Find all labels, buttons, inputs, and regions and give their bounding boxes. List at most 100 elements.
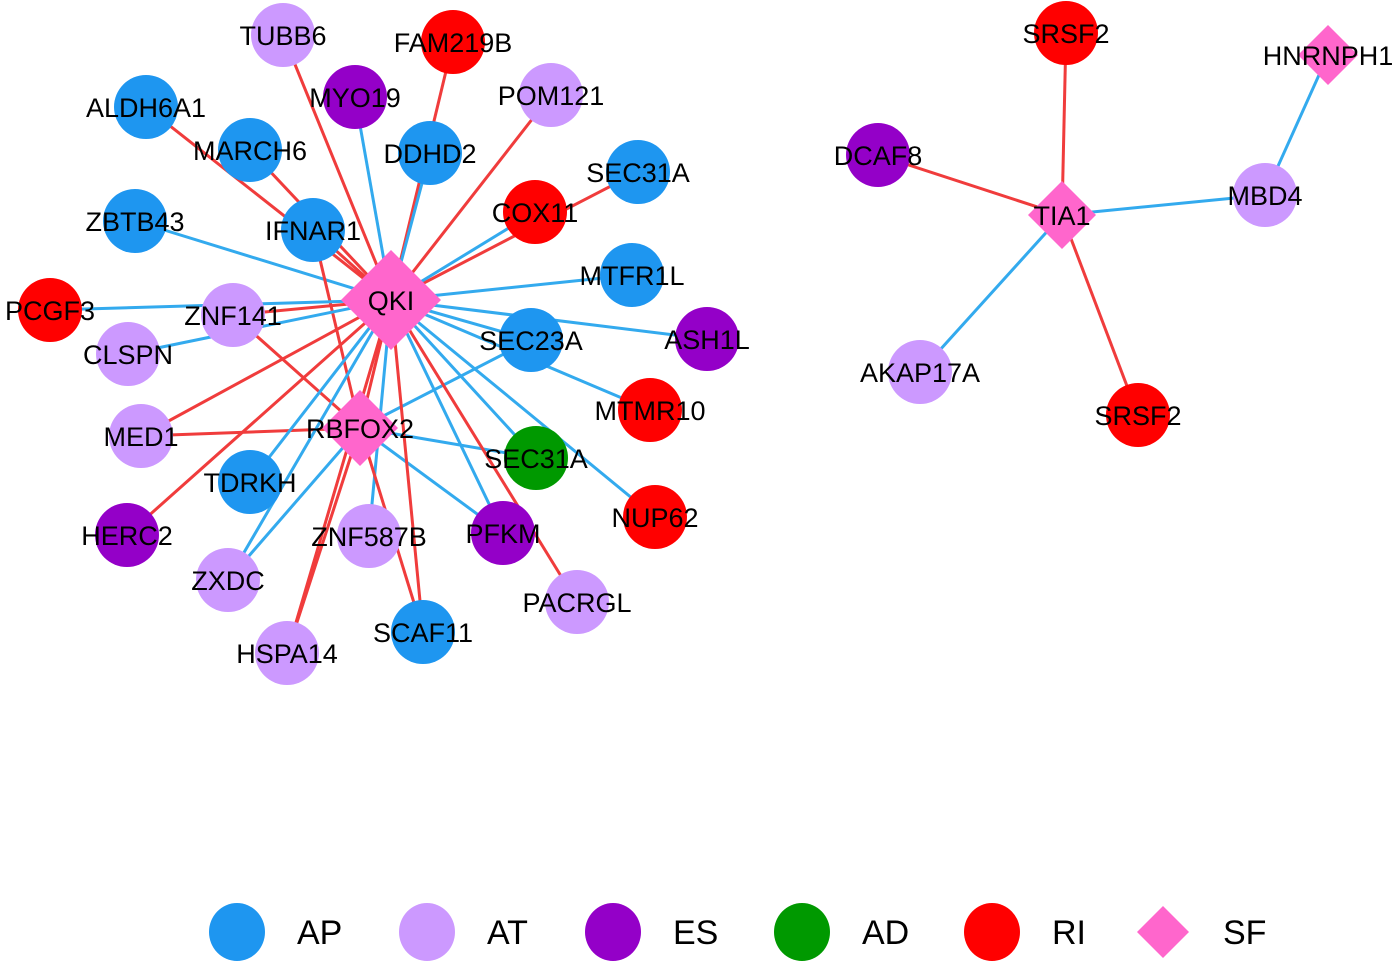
legend-diamond-swatch bbox=[1137, 906, 1189, 958]
legend-item-es: ES bbox=[585, 903, 718, 961]
node-myo19[interactable] bbox=[323, 65, 387, 129]
node-label: TIA1 bbox=[1033, 201, 1090, 231]
node-label: IFNAR1 bbox=[265, 216, 361, 246]
circle-node-shape bbox=[218, 450, 282, 514]
edge-zxdc-rbfox2 bbox=[226, 427, 362, 581]
diamond-node-shape bbox=[1298, 25, 1358, 85]
node-march6[interactable] bbox=[218, 118, 282, 182]
edge-hspa14-rbfox2 bbox=[285, 427, 362, 654]
node-label: RBFOX2 bbox=[306, 414, 414, 444]
edge-mbd4-tia1 bbox=[1061, 193, 1266, 217]
circle-node-shape bbox=[504, 426, 568, 490]
node-mbd4[interactable] bbox=[1233, 163, 1297, 227]
node-tubb6[interactable] bbox=[251, 3, 315, 67]
node-label: ZNF587B bbox=[311, 522, 427, 552]
legend-item-at: AT bbox=[399, 903, 528, 961]
node-label: TUBB6 bbox=[239, 21, 326, 51]
circle-node-shape bbox=[675, 307, 739, 371]
diamond-node-shape bbox=[341, 250, 441, 350]
node-label: SEC31A bbox=[484, 444, 588, 474]
node-zxdc[interactable] bbox=[196, 548, 260, 612]
circle-node-shape bbox=[18, 278, 82, 342]
circle-node-shape bbox=[337, 504, 401, 568]
edge-sec23a-rbfox2 bbox=[359, 338, 532, 430]
node-label: DDHD2 bbox=[383, 139, 476, 169]
edge-pacrgl-qki bbox=[389, 299, 579, 603]
edge-nup62-qki bbox=[390, 298, 656, 519]
legend-label: AP bbox=[297, 914, 342, 952]
circle-node-shape bbox=[398, 121, 462, 185]
circle-node-shape bbox=[201, 283, 265, 347]
node-label: HNRNPH1 bbox=[1263, 41, 1394, 71]
edge-sec31a_2-qki bbox=[389, 298, 538, 460]
node-scaf11[interactable] bbox=[391, 600, 455, 664]
node-ddhd2[interactable] bbox=[398, 121, 462, 185]
legend-item-ri: RI bbox=[964, 903, 1086, 961]
legend-circle-swatch bbox=[964, 903, 1020, 961]
node-mtmr10[interactable] bbox=[618, 378, 682, 442]
edge-dcaf8-tia1 bbox=[877, 153, 1063, 217]
node-ifnar1[interactable] bbox=[281, 198, 345, 262]
node-zbtb43[interactable] bbox=[103, 189, 167, 253]
node-tdrkh[interactable] bbox=[218, 450, 282, 514]
circle-node-shape bbox=[421, 10, 485, 74]
circle-node-shape bbox=[109, 404, 173, 468]
node-akap17a[interactable] bbox=[888, 340, 952, 404]
node-cox11[interactable] bbox=[503, 180, 567, 244]
circle-node-shape bbox=[196, 548, 260, 612]
node-sec31a-2[interactable] bbox=[504, 426, 568, 490]
node-qki[interactable] bbox=[341, 250, 441, 350]
circle-node-shape bbox=[96, 322, 160, 386]
node-sec31a-1[interactable] bbox=[606, 140, 670, 204]
circle-node-shape bbox=[251, 3, 315, 67]
node-dcaf8[interactable] bbox=[846, 123, 910, 187]
node-label: HERC2 bbox=[81, 521, 173, 551]
node-label: PACRGL bbox=[522, 588, 631, 618]
edge-zbtb43-qki bbox=[134, 219, 392, 302]
edge-hspa14-qki bbox=[285, 299, 393, 654]
node-label: TDRKH bbox=[204, 468, 297, 498]
node-fam219b[interactable] bbox=[421, 10, 485, 74]
node-znf141[interactable] bbox=[201, 283, 265, 347]
node-znf587b[interactable] bbox=[337, 504, 401, 568]
diamond-node-shape bbox=[322, 390, 398, 466]
node-pom121[interactable] bbox=[519, 63, 583, 127]
node-label: SEC31A bbox=[586, 158, 690, 188]
node-label: ZXDC bbox=[191, 566, 265, 596]
node-nup62[interactable] bbox=[623, 485, 687, 549]
node-aldh6a1[interactable] bbox=[114, 75, 178, 139]
node-ash1l[interactable] bbox=[675, 307, 739, 371]
node-med1[interactable] bbox=[109, 404, 173, 468]
node-label: DCAF8 bbox=[834, 141, 923, 171]
node-srsf2-1[interactable] bbox=[1034, 1, 1098, 65]
edge-pfkm-qki bbox=[389, 299, 505, 534]
circle-node-shape bbox=[1106, 383, 1170, 447]
circle-node-shape bbox=[600, 243, 664, 307]
node-tia1[interactable] bbox=[1028, 181, 1096, 249]
node-hspa14[interactable] bbox=[255, 621, 319, 685]
node-pcgf3[interactable] bbox=[18, 278, 82, 342]
node-srsf2-2[interactable] bbox=[1106, 383, 1170, 447]
legend-circle-swatch bbox=[209, 903, 265, 961]
edge-tubb6-qki bbox=[281, 34, 393, 301]
circle-node-shape bbox=[545, 570, 609, 634]
node-clspn[interactable] bbox=[96, 322, 160, 386]
edge-zxdc-qki bbox=[226, 299, 393, 581]
node-herc2[interactable] bbox=[95, 503, 159, 567]
circle-node-shape bbox=[281, 198, 345, 262]
circle-node-shape bbox=[1233, 163, 1297, 227]
node-rbfox2[interactable] bbox=[322, 390, 398, 466]
node-label: SCAF11 bbox=[373, 618, 473, 648]
node-label: ASH1L bbox=[664, 325, 750, 355]
circle-node-shape bbox=[846, 123, 910, 187]
circle-node-shape bbox=[471, 501, 535, 565]
node-pfkm[interactable] bbox=[471, 501, 535, 565]
circle-node-shape bbox=[499, 308, 563, 372]
node-pacrgl[interactable] bbox=[545, 570, 609, 634]
node-hnrnph1[interactable] bbox=[1298, 25, 1358, 85]
node-mtfr1l[interactable] bbox=[600, 243, 664, 307]
node-label: ZNF141 bbox=[184, 301, 282, 331]
legend-circle-swatch bbox=[399, 903, 455, 961]
edge-med1-qki bbox=[140, 298, 392, 438]
node-sec23a[interactable] bbox=[499, 308, 563, 372]
